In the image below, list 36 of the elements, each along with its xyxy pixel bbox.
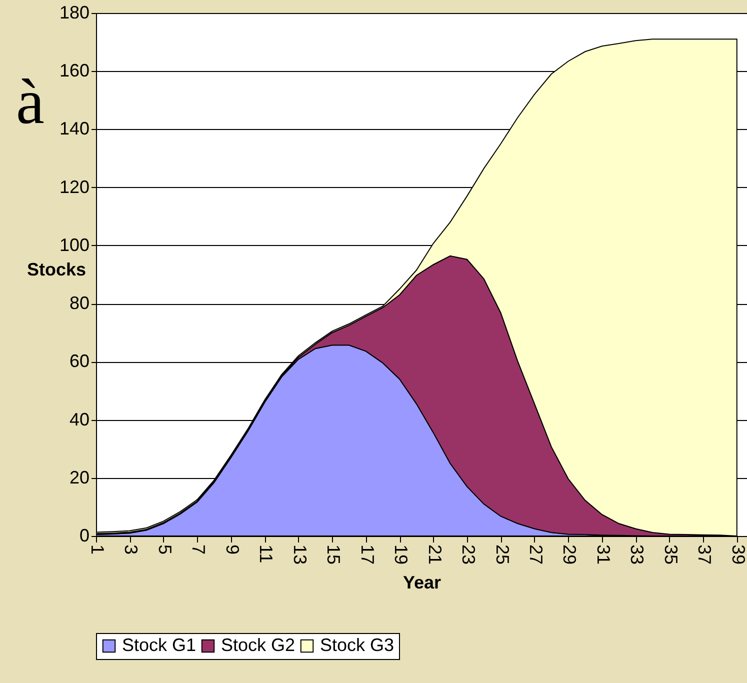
x-tick-label: 19 [391,544,412,565]
y-axis-title: Stocks [26,260,86,280]
legend-label: Stock G1 [122,635,196,655]
y-tick-label: 80 [69,293,90,314]
x-tick-label: 27 [526,544,546,565]
y-tick-label: 100 [59,234,90,255]
y-tick-label: 60 [69,351,90,372]
x-tick-label: 35 [660,544,681,565]
y-tick-label: 180 [59,2,90,22]
y-tick-label: 140 [59,118,90,139]
x-tick-label: 33 [627,544,648,565]
x-tick-label: 25 [492,544,512,565]
x-tick-label: 29 [560,544,580,565]
x-tick-label: 13 [290,544,310,565]
x-tick-label: 1 [88,544,108,555]
y-tick-label: 20 [69,467,90,488]
legend-label: Stock G2 [221,635,296,655]
y-tick-label: 120 [59,176,90,197]
x-tick-label: 15 [324,544,344,565]
x-tick-label: 11 [256,544,276,564]
x-tick-label: 23 [458,544,479,565]
text: à [16,66,44,137]
x-tick-label: 21 [424,544,445,565]
x-tick-label: 17 [357,544,378,565]
x-tick-label: 3 [121,544,142,555]
x-tick-label: 5 [154,544,175,555]
x-tick-label: 37 [694,544,715,565]
legend-label: Stock G3 [320,635,394,655]
x-tick-label: 31 [593,544,614,565]
x-tick-label: 9 [222,544,242,555]
x-tick-label: 7 [188,544,209,555]
y-tick-label: 40 [69,409,90,430]
x-axis-title: Year [402,572,442,593]
x-tick-label: 39 [728,544,747,565]
y-tick-label: 0 [79,526,90,546]
y-tick-label: 160 [59,60,90,81]
